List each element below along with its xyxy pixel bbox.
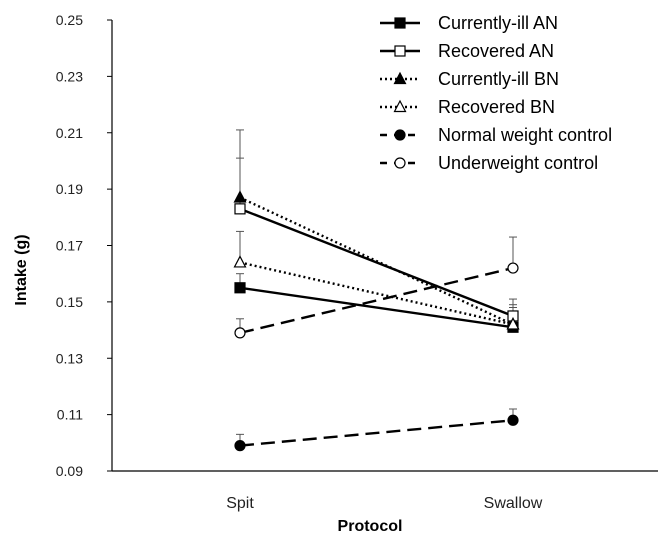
data-point <box>234 440 246 452</box>
y-tick-label: 0.09 <box>56 463 83 479</box>
series-layer <box>233 129 520 452</box>
legend-marker <box>393 99 407 113</box>
legend-item: Recovered BN <box>380 97 555 117</box>
series-line <box>239 196 514 326</box>
data-point <box>507 414 519 426</box>
legend-label: Currently-ill AN <box>438 13 558 33</box>
series-line <box>239 207 514 318</box>
series-line <box>239 261 514 326</box>
axes: 0.09 0.11 0.13 0.15 0.17 0.19 0.21 0.23 0.25 Spit… <box>56 12 658 512</box>
legend-label: Currently-ill BN <box>438 69 559 89</box>
legend-item: Normal weight control <box>380 125 612 145</box>
data-point <box>234 203 246 215</box>
data-point <box>233 255 247 268</box>
y-tick-label: 0.13 <box>56 350 83 366</box>
y-tick-label: 0.11 <box>57 407 83 423</box>
series-line <box>239 419 514 447</box>
y-tick-label: 0.15 <box>56 294 83 310</box>
legend-marker <box>394 45 406 57</box>
y-tick-label: 0.17 <box>56 238 83 254</box>
y-axis-title: Intake (g) <box>13 234 30 305</box>
y-tick-label: 0.25 <box>56 12 83 28</box>
legend-marker <box>394 129 406 141</box>
data-point <box>234 327 246 339</box>
data-point <box>506 317 520 330</box>
legend-label: Underweight control <box>438 153 598 173</box>
series-line <box>239 266 514 335</box>
x-axis-title: Protocol <box>338 518 403 534</box>
data-point <box>234 282 246 294</box>
legend-marker <box>394 17 406 29</box>
y-tick-label: 0.21 <box>56 125 83 141</box>
legend-item: Currently-ill AN <box>380 13 558 33</box>
data-point <box>507 262 519 274</box>
legend-item: Recovered AN <box>380 41 554 61</box>
legend-label: Normal weight control <box>438 125 612 145</box>
legend-item: Underweight control <box>380 153 598 173</box>
legend-label: Recovered BN <box>438 97 555 117</box>
data-point <box>233 190 247 203</box>
series-line <box>239 286 514 329</box>
legend-item: Currently-ill BN <box>380 69 559 89</box>
legend-marker <box>393 71 407 85</box>
x-tick-label: Spit <box>226 495 254 512</box>
legend-label: Recovered AN <box>438 41 554 61</box>
legend: Currently-ill AN Recovered AN Currently-il… <box>380 13 612 173</box>
legend-marker <box>394 157 406 169</box>
y-tick-label: 0.19 <box>56 181 83 197</box>
x-tick-label: Swallow <box>484 495 543 512</box>
y-tick-label: 0.23 <box>56 68 83 84</box>
